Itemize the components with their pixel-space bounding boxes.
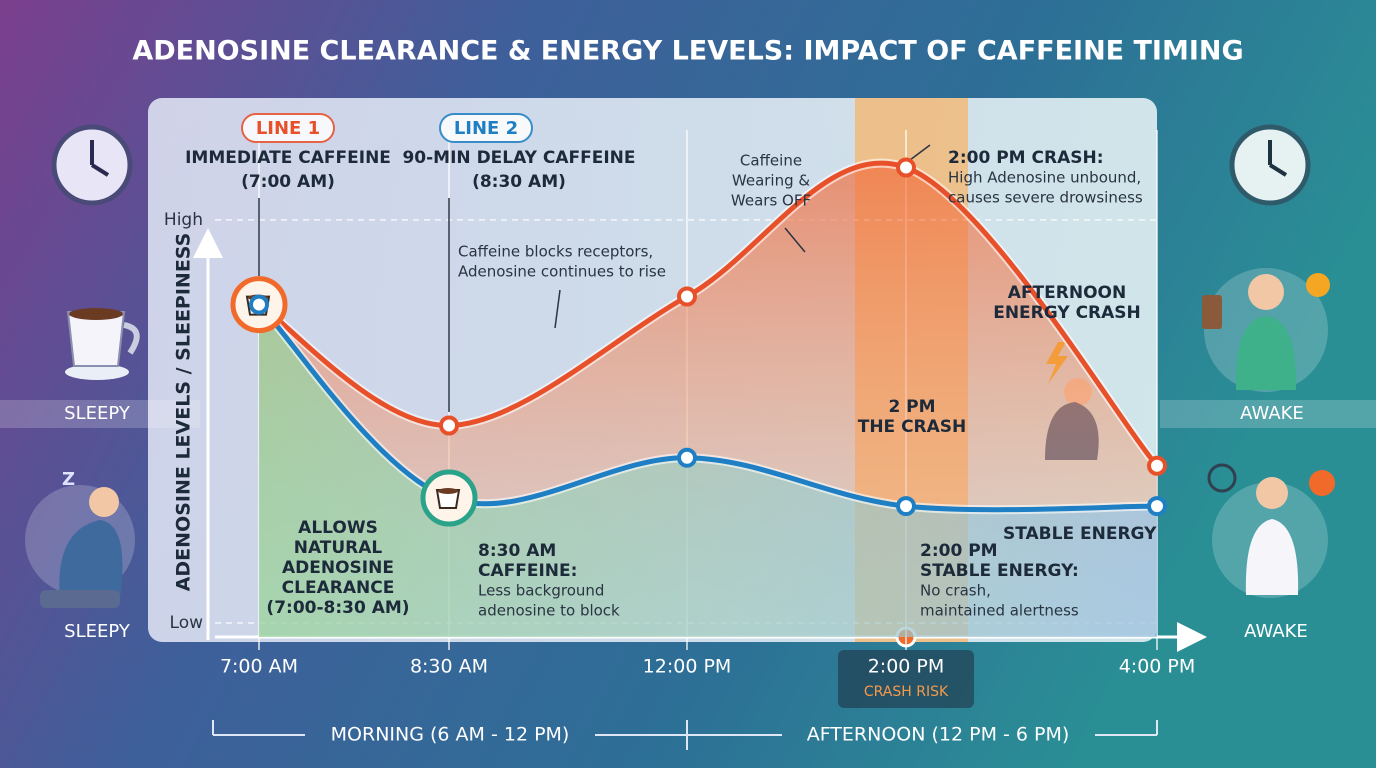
annotation-text: Less background	[478, 582, 604, 600]
point	[677, 286, 697, 307]
annotation-text: Caffeine	[740, 152, 802, 170]
side-band	[0, 400, 200, 428]
point	[1147, 455, 1167, 476]
legend-description: (8:30 AM)	[472, 172, 566, 192]
annotation-text: causes severe drowsiness	[948, 189, 1143, 207]
pointer	[554, 289, 561, 329]
legend-badge	[439, 113, 533, 143]
crash-label-box	[838, 650, 974, 708]
side-label: AWAKE	[1244, 621, 1308, 642]
point	[896, 496, 916, 517]
annotation-text: maintained alertness	[920, 602, 1079, 620]
coffee-icon	[65, 308, 140, 380]
annotation-text: Wearing &	[732, 172, 811, 190]
awake-person-icon	[1202, 268, 1330, 392]
legend-description: (7:00 AM)	[241, 172, 335, 192]
clock-icon	[1229, 124, 1311, 206]
annotation-heading: (7:00-8:30 AM)	[266, 598, 409, 618]
x-tick-label: 2:00 PM	[868, 656, 945, 678]
y-tick-label: Low	[170, 613, 204, 633]
point	[896, 157, 916, 178]
annotation-heading: ALLOWS	[298, 518, 378, 538]
sleepy-person-icon: Z	[25, 469, 135, 608]
x-tick-label: 8:30 AM	[410, 656, 488, 678]
legend-badge	[241, 113, 335, 143]
annotation-heading: 2:00 PM	[920, 541, 998, 561]
annotation-heading: STABLE ENERGY:	[920, 561, 1079, 581]
annotation-heading: ADENOSINE	[282, 558, 394, 578]
annotation-text: Caffeine blocks receptors,	[458, 243, 653, 261]
legend-description: 90-MIN DELAY CAFFEINE	[402, 148, 635, 168]
pointer	[784, 227, 806, 253]
legend-label: LINE 2	[454, 118, 518, 139]
annotation-text: No crash,	[920, 582, 991, 600]
annotation-text: adenosine to block	[478, 602, 620, 620]
period-label: MORNING (6 AM - 12 PM)	[331, 724, 570, 746]
annotation-heading: CLEARANCE	[282, 578, 395, 598]
annotation-heading: NATURAL	[294, 538, 383, 558]
point	[439, 415, 459, 436]
svg-text:Z: Z	[62, 469, 75, 490]
side-label: AWAKE	[1240, 403, 1304, 424]
annotation-heading: CAFFEINE:	[478, 561, 577, 581]
pointer	[909, 144, 931, 161]
series-line	[257, 160, 1159, 468]
side-band	[1160, 400, 1376, 428]
point	[677, 447, 697, 468]
legend-description: IMMEDIATE CAFFEINE	[185, 148, 391, 168]
y-tick-label: High	[164, 210, 203, 230]
y-axis-label: ADENOSINE LEVELS / SLEEPINESS	[173, 233, 195, 592]
series-area	[259, 304, 1157, 637]
annotation-heading: ENERGY CRASH	[993, 303, 1141, 323]
annotation-heading: THE CRASH	[858, 417, 967, 437]
annotation-text: Wears OFF	[731, 192, 811, 210]
x-tick-label: 12:00 PM	[643, 656, 732, 678]
side-label: SLEEPY	[64, 621, 131, 642]
point	[249, 294, 269, 315]
point	[1147, 496, 1167, 517]
side-label: SLEEPY	[64, 403, 131, 424]
annotation-heading: STABLE ENERGY	[1003, 524, 1157, 544]
annotation-heading: 8:30 AM	[478, 541, 556, 561]
annotation-heading: 2 PM	[888, 397, 935, 417]
clock-icon	[51, 124, 133, 206]
annotation-heading: 2:00 PM CRASH:	[948, 148, 1104, 168]
calm-person-icon	[1207, 463, 1335, 598]
annotation-text: High Adenosine unbound,	[948, 169, 1141, 187]
chart-title: ADENOSINE CLEARANCE & ENERGY LEVELS: IMP…	[132, 36, 1243, 67]
cup-coffee	[438, 488, 458, 495]
annotation-text: Adenosine continues to rise	[458, 263, 666, 281]
x-tick-label: 4:00 PM	[1119, 656, 1196, 678]
legend-label: LINE 1	[256, 118, 320, 139]
x-tick-label: 7:00 AM	[220, 656, 298, 678]
annotation-heading: AFTERNOON	[1008, 283, 1126, 303]
period-label: AFTERNOON (12 PM - 6 PM)	[807, 724, 1070, 746]
crash-risk-label: CRASH RISK	[864, 684, 949, 700]
